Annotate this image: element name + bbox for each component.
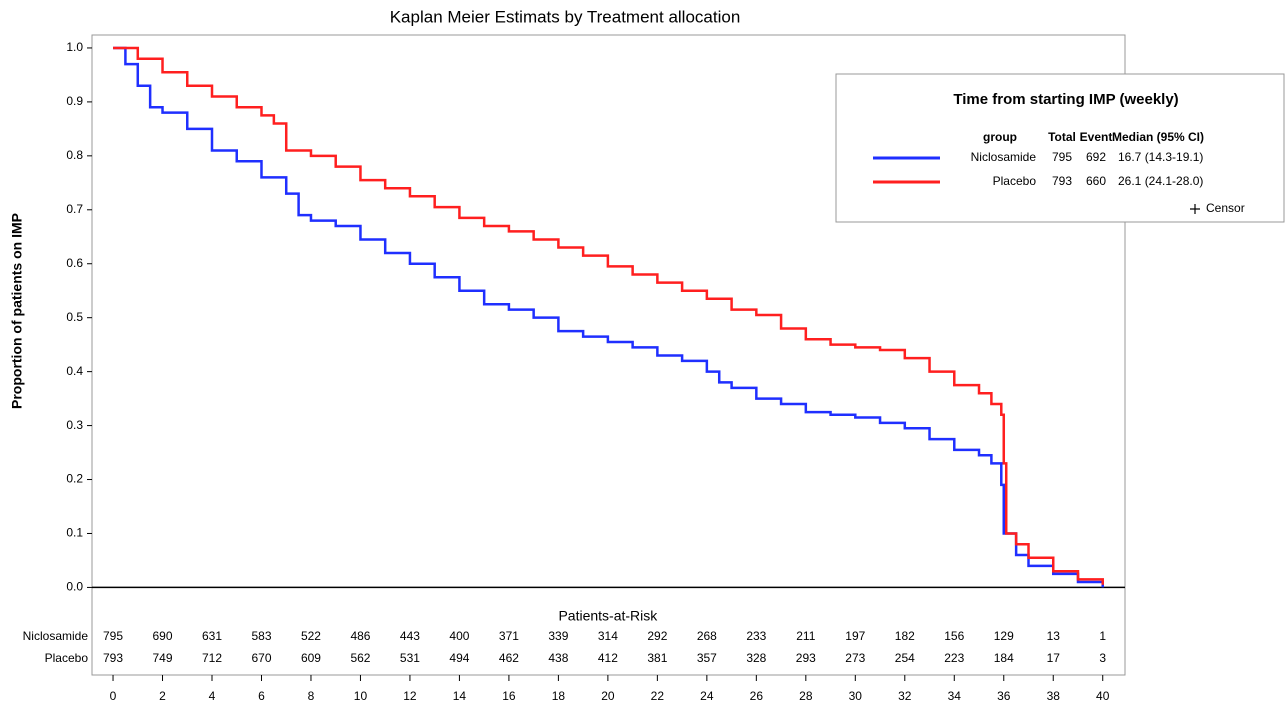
at-risk-count: 486 xyxy=(350,629,370,643)
legend-header: Event xyxy=(1080,130,1113,144)
x-tick-label: 4 xyxy=(209,689,216,703)
at-risk-count: 1 xyxy=(1099,629,1106,643)
at-risk-count: 381 xyxy=(647,651,667,665)
legend-group: Placebo xyxy=(993,174,1037,188)
y-tick-label: 0.7 xyxy=(66,202,83,216)
at-risk-count: 795 xyxy=(103,629,123,643)
at-risk-count: 462 xyxy=(499,651,519,665)
y-tick-label: 0.8 xyxy=(66,148,83,162)
at-risk-count: 357 xyxy=(697,651,717,665)
at-risk-count: 712 xyxy=(202,651,222,665)
survival-curve xyxy=(113,46,1104,588)
legend-total: 795 xyxy=(1052,150,1072,164)
at-risk-count: 749 xyxy=(153,651,173,665)
at-risk-count: 254 xyxy=(895,651,915,665)
x-tick-label: 18 xyxy=(552,689,566,703)
at-risk-count: 182 xyxy=(895,629,915,643)
survival-curve xyxy=(113,46,1104,585)
x-tick-label: 38 xyxy=(1047,689,1061,703)
at-risk-count: 17 xyxy=(1047,651,1061,665)
x-tick-label: 24 xyxy=(700,689,714,703)
at-risk-count: 293 xyxy=(796,651,816,665)
x-tick-label: 20 xyxy=(601,689,615,703)
x-tick-label: 32 xyxy=(898,689,912,703)
at-risk-count: 292 xyxy=(647,629,667,643)
x-tick-label: 28 xyxy=(799,689,813,703)
at-risk-count: 314 xyxy=(598,629,618,643)
at-risk-count: 156 xyxy=(944,629,964,643)
at-risk-count: 690 xyxy=(153,629,173,643)
x-tick-label: 8 xyxy=(308,689,315,703)
legend-event: 660 xyxy=(1086,174,1106,188)
y-tick-label: 1.0 xyxy=(66,40,83,54)
y-tick-label: 0.3 xyxy=(66,418,83,432)
x-tick-label: 40 xyxy=(1096,689,1110,703)
at-risk-group: Niclosamide xyxy=(23,629,89,643)
at-risk-count: 443 xyxy=(400,629,420,643)
at-risk-count: 438 xyxy=(548,651,568,665)
at-risk-count: 670 xyxy=(251,651,271,665)
at-risk-count: 233 xyxy=(746,629,766,643)
at-risk-count: 328 xyxy=(746,651,766,665)
at-risk-count: 211 xyxy=(796,629,815,643)
at-risk-count: 793 xyxy=(103,651,123,665)
x-tick-label: 10 xyxy=(354,689,368,703)
at-risk-title: Patients-at-Risk xyxy=(558,608,658,624)
legend-header: group xyxy=(983,130,1017,144)
legend-event: 692 xyxy=(1086,150,1106,164)
at-risk-count: 184 xyxy=(994,651,1014,665)
at-risk-count: 3 xyxy=(1099,651,1106,665)
at-risk-count: 129 xyxy=(994,629,1014,643)
at-risk-count: 197 xyxy=(845,629,865,643)
at-risk-count: 531 xyxy=(400,651,420,665)
at-risk-count: 339 xyxy=(548,629,568,643)
legend-total: 793 xyxy=(1052,174,1072,188)
x-tick-label: 14 xyxy=(453,689,467,703)
x-tick-label: 22 xyxy=(651,689,665,703)
at-risk-count: 400 xyxy=(449,629,469,643)
legend-header: Total xyxy=(1048,130,1076,144)
at-risk-count: 273 xyxy=(845,651,865,665)
x-tick-label: 12 xyxy=(403,689,417,703)
y-tick-label: 0.1 xyxy=(66,526,83,540)
x-tick-label: 36 xyxy=(997,689,1011,703)
y-tick-label: 0.4 xyxy=(66,364,83,378)
at-risk-count: 223 xyxy=(944,651,964,665)
x-tick-label: 30 xyxy=(849,689,863,703)
at-risk-group: Placebo xyxy=(45,651,89,665)
legend-median: 26.1 (24.1-28.0) xyxy=(1118,174,1203,188)
at-risk-count: 412 xyxy=(598,651,618,665)
chart-title: Kaplan Meier Estimats by Treatment alloc… xyxy=(390,7,741,26)
legend-median: 16.7 (14.3-19.1) xyxy=(1118,150,1203,164)
at-risk-count: 631 xyxy=(202,629,222,643)
legend-group: Niclosamide xyxy=(971,150,1037,164)
legend-header: Median (95% CI) xyxy=(1112,130,1204,144)
censor-symbol xyxy=(1190,204,1200,214)
x-tick-label: 34 xyxy=(948,689,962,703)
x-tick-label: 26 xyxy=(750,689,764,703)
at-risk-count: 268 xyxy=(697,629,717,643)
legend-box xyxy=(835,73,1285,223)
x-tick-label: 6 xyxy=(258,689,265,703)
at-risk-count: 583 xyxy=(251,629,271,643)
at-risk-count: 494 xyxy=(449,651,469,665)
plot-frame xyxy=(91,34,1126,676)
at-risk-count: 522 xyxy=(301,629,321,643)
y-tick-label: 0.2 xyxy=(66,472,83,486)
x-tick-label: 2 xyxy=(159,689,166,703)
at-risk-count: 13 xyxy=(1047,629,1061,643)
at-risk-count: 609 xyxy=(301,651,321,665)
legend-censor: Censor xyxy=(1206,201,1245,215)
x-tick-label: 0 xyxy=(110,689,117,703)
x-tick-label: 16 xyxy=(502,689,516,703)
y-tick-label: 0.6 xyxy=(66,256,83,270)
y-axis-title: Proportion of patients on IMP xyxy=(9,213,25,409)
y-tick-label: 0.0 xyxy=(66,580,83,594)
at-risk-count: 371 xyxy=(499,629,519,643)
y-tick-label: 0.5 xyxy=(66,310,83,324)
legend-title: Time from starting IMP (weekly) xyxy=(953,91,1178,108)
y-tick-label: 0.9 xyxy=(66,94,83,108)
at-risk-count: 562 xyxy=(350,651,370,665)
